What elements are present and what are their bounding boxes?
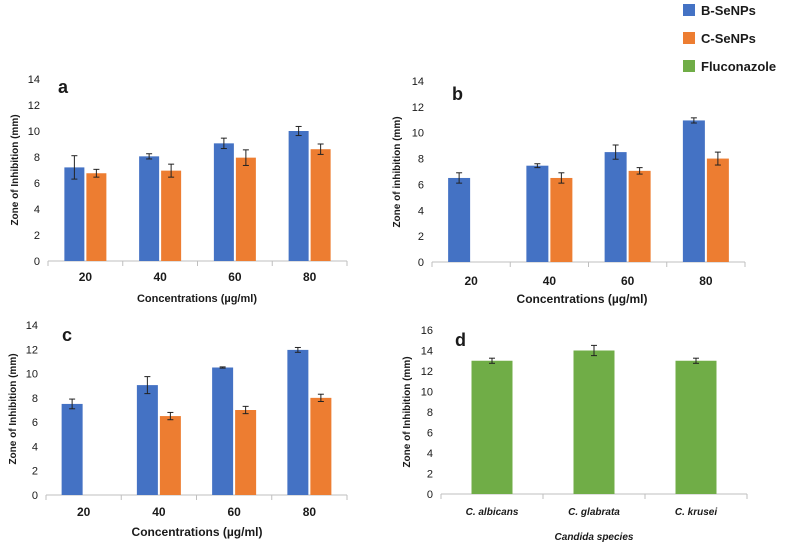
bar-b-senps-20 — [61, 403, 83, 495]
y-tick-label: 4 — [418, 205, 424, 217]
y-tick-label: 14 — [412, 76, 424, 88]
x-axis-label-c: Concentrations (µg/ml) — [132, 525, 263, 539]
bar-b-senps-60 — [604, 152, 627, 262]
x-tick-label: 80 — [303, 505, 317, 519]
bar-b-senps-60 — [212, 367, 234, 495]
bar-b-senps-80 — [288, 131, 309, 261]
y-tick-label: 12 — [412, 102, 424, 114]
x-tick-label: 80 — [699, 274, 713, 288]
legend-swatch-b-senps — [683, 4, 695, 16]
bar-fluconazole-cglabrata — [573, 350, 615, 494]
y-tick-label: 14 — [26, 320, 38, 332]
bar-c-senps-60 — [628, 170, 651, 262]
x-axis-label-d: Candida species — [555, 532, 634, 543]
legend: B-SeNPs C-SeNPs Fluconazole — [683, 3, 776, 74]
y-tick-label: 4 — [32, 441, 38, 453]
bar-c-senps-20 — [86, 173, 107, 261]
x-tick-label: C. albicans — [466, 507, 519, 518]
x-tick-label: C. krusei — [675, 507, 717, 518]
y-tick-label: 6 — [418, 179, 424, 191]
x-tick-label: 80 — [303, 270, 317, 284]
bar-c-senps-60 — [235, 157, 256, 261]
y-tick-label: 4 — [427, 448, 433, 460]
panel-letter-c: c — [62, 325, 72, 345]
bar-b-senps-40 — [526, 165, 549, 262]
y-tick-label: 10 — [28, 126, 40, 138]
chart-panel-c: c Zone of Inhibition (mm) Concentrations… — [8, 320, 348, 539]
y-axis-label-c: Zone of Inhibition (mm) — [8, 353, 19, 464]
bar-b-senps-60 — [213, 143, 234, 261]
y-axis-label-b: Zone of inhibition (mm) — [392, 116, 403, 227]
y-tick-label: 10 — [26, 369, 38, 381]
y-axis-label-a: Zone of Inhibition (mm) — [10, 114, 21, 225]
x-axis-label-b: Concentrations (µg/ml) — [517, 292, 648, 306]
y-tick-label: 14 — [421, 346, 433, 358]
y-tick-label: 8 — [427, 407, 433, 419]
y-axis-label-d: Zone of Inhibition (mm) — [402, 356, 413, 467]
bar-b-senps-40 — [136, 385, 158, 495]
bar-b-senps-80 — [682, 120, 705, 262]
x-tick-label: 20 — [77, 505, 91, 519]
x-axis-label-a: Concentrations (µg/ml) — [137, 293, 257, 305]
y-tick-label: 2 — [32, 466, 38, 478]
y-tick-label: 0 — [32, 490, 38, 502]
y-tick-label: 2 — [427, 469, 433, 481]
y-tick-label: 0 — [34, 256, 40, 268]
x-tick-label: 60 — [621, 274, 635, 288]
y-tick-label: 2 — [418, 231, 424, 243]
bar-b-senps-20 — [64, 167, 85, 261]
x-tick-label: 60 — [228, 270, 242, 284]
y-tick-label: 6 — [34, 178, 40, 190]
bar-b-senps-40 — [139, 156, 160, 261]
panel-letter-d: d — [455, 330, 466, 350]
legend-label-fluconazole: Fluconazole — [701, 59, 776, 74]
bar-c-senps-40 — [550, 177, 573, 262]
y-tick-label: 0 — [418, 257, 424, 269]
chart-panel-d: d Zone of Inhibition (mm) Candida specie… — [402, 325, 748, 543]
panel-letter-b: b — [452, 84, 463, 104]
y-tick-label: 2 — [34, 230, 40, 242]
bar-c-senps-60 — [235, 410, 257, 495]
legend-swatch-fluconazole — [683, 60, 695, 72]
bar-c-senps-80 — [706, 158, 729, 262]
x-tick-label: 40 — [153, 270, 167, 284]
y-tick-label: 16 — [421, 325, 433, 337]
legend-label-b-senps: B-SeNPs — [701, 3, 756, 18]
y-tick-label: 8 — [32, 393, 38, 405]
y-tick-label: 8 — [418, 154, 424, 166]
legend-swatch-c-senps — [683, 32, 695, 44]
bar-fluconazole-ckrusei — [675, 360, 717, 494]
x-tick-label: C. glabrata — [568, 507, 620, 518]
chart-panel-a: a Zone of Inhibition (mm) Concentrations… — [10, 74, 348, 305]
bar-c-senps-40 — [161, 170, 182, 261]
panel-letter-a: a — [58, 77, 69, 97]
y-tick-label: 10 — [412, 128, 424, 140]
y-tick-label: 8 — [34, 152, 40, 164]
y-tick-label: 14 — [28, 74, 40, 86]
chart-panel-b: b Zone of inhibition (mm) Concentrations… — [392, 76, 746, 306]
y-tick-label: 12 — [26, 344, 38, 356]
x-tick-label: 40 — [152, 505, 166, 519]
bar-c-senps-80 — [310, 397, 332, 495]
y-tick-label: 0 — [427, 489, 433, 501]
y-tick-label: 12 — [421, 366, 433, 378]
legend-label-c-senps: C-SeNPs — [701, 31, 756, 46]
bar-c-senps-80 — [310, 149, 331, 261]
y-tick-label: 6 — [427, 428, 433, 440]
y-tick-label: 4 — [34, 204, 40, 216]
y-tick-label: 6 — [32, 417, 38, 429]
x-tick-label: 20 — [464, 274, 478, 288]
bar-c-senps-40 — [159, 416, 181, 495]
bar-b-senps-80 — [287, 349, 309, 495]
bar-fluconazole-calbicans — [471, 360, 513, 494]
bar-b-senps-20 — [448, 177, 471, 262]
x-tick-label: 40 — [543, 274, 557, 288]
y-tick-label: 10 — [421, 387, 433, 399]
y-tick-label: 12 — [28, 100, 40, 112]
x-tick-label: 20 — [79, 270, 93, 284]
x-tick-label: 60 — [227, 505, 241, 519]
